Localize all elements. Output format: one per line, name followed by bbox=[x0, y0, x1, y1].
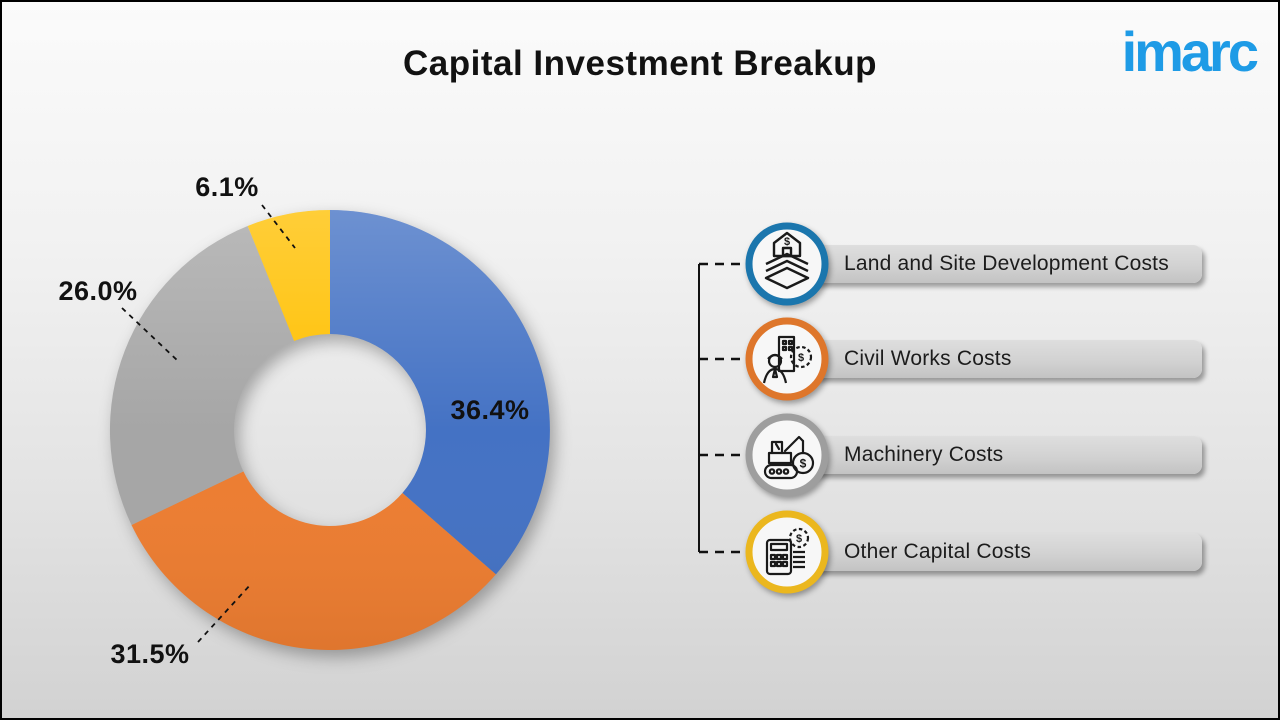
data-label-land-site: 36.4% bbox=[450, 395, 530, 425]
legend-bar: Civil Works Costs bbox=[802, 340, 1202, 378]
donut-sheen bbox=[109, 210, 550, 650]
svg-text:$: $ bbox=[796, 533, 802, 545]
civil-works-icon: $ bbox=[745, 317, 829, 401]
machinery-icon: $ bbox=[745, 413, 829, 497]
legend-label: Civil Works Costs bbox=[844, 347, 1012, 370]
legend-label: Other Capital Costs bbox=[844, 540, 1032, 563]
legend-bar: Machinery Costs bbox=[802, 436, 1202, 474]
data-label-civil-works: 31.5% bbox=[110, 639, 190, 669]
leader-lines bbox=[121, 204, 296, 643]
other-capital-icon: $ bbox=[745, 510, 829, 594]
legend-bar: Land and Site Development Costs bbox=[802, 245, 1202, 283]
legend-item-land-site-development[interactable]: Land and Site Development Costs $ bbox=[702, 222, 1222, 306]
data-label-machinery: 26.0% bbox=[58, 276, 138, 306]
svg-text:$: $ bbox=[798, 352, 804, 364]
svg-text:$: $ bbox=[784, 236, 790, 248]
legend-item-machinery[interactable]: Machinery Costs $ bbox=[702, 413, 1222, 497]
legend-bar: Other Capital Costs bbox=[802, 533, 1202, 571]
legend-label: Land and Site Development Costs bbox=[844, 252, 1169, 275]
data-label-other: 6.1% bbox=[195, 172, 259, 202]
legend-label: Machinery Costs bbox=[844, 443, 1004, 466]
imarc-logo: imarc bbox=[1121, 20, 1259, 83]
land-site-development-icon: $ bbox=[745, 222, 829, 306]
leader-line-26-0 bbox=[121, 307, 179, 362]
legend-item-civil-works[interactable]: Civil Works Costs $ bbox=[702, 317, 1222, 401]
legend-item-other-capital[interactable]: Other Capital Costs $ bbox=[702, 510, 1222, 594]
legend-connector bbox=[698, 262, 746, 554]
svg-text:$: $ bbox=[800, 457, 807, 471]
page-title: Capital Investment Breakup bbox=[403, 44, 877, 83]
leader-line-31-5 bbox=[197, 583, 252, 643]
donut-slices bbox=[109, 210, 550, 650]
